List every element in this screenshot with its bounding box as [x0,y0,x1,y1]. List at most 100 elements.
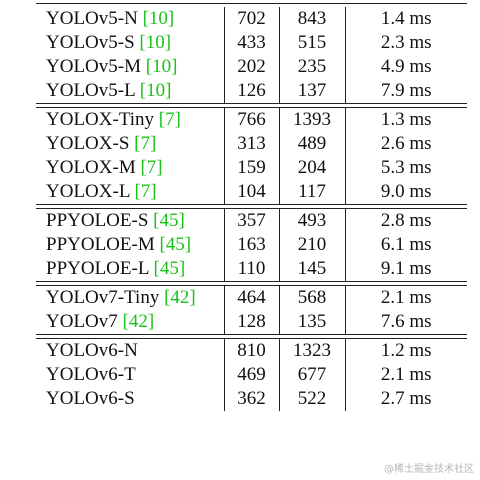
separator-cell [279,103,345,108]
model-cell: YOLOv7-Tiny [42] [36,286,224,311]
model-name: YOLOX-M [46,157,141,178]
spacer-cell [345,0,467,7]
model-cell: PPYOLOE-S [45] [36,209,224,234]
separator-cell [279,334,345,339]
citation-link[interactable]: [10] [139,32,172,53]
separator-cell [345,281,467,286]
model-name: YOLOv6-S [46,388,135,409]
value-cell-1: 766 [223,107,279,132]
model-cell: YOLOv6-N [36,339,224,364]
value-cell-1: 362 [223,387,279,411]
model-cell: PPYOLOE-M [45] [36,233,224,257]
separator-cell [224,281,279,286]
value-cell-2: 1393 [278,107,345,132]
model-name: YOLOv5-L [46,80,140,101]
citation-link[interactable]: [7] [140,157,163,178]
separator-cell [279,281,345,286]
table-row: YOLOv5-N [10] 702 843 1.4 ms [36,7,467,31]
citation-link[interactable]: [45] [153,258,186,279]
table-row: PPYOLOE-S [45] 357 493 2.8 ms [36,208,467,234]
table-row: YOLOv5-S [10] 433 515 2.3 ms [36,31,467,55]
table-row: YOLOv5-L [10] 126 137 7.9 ms [36,79,467,104]
model-cell: YOLOv5-S [10] [36,31,224,55]
latency-cell: 7.6 ms [344,310,467,335]
value-cell-1: 110 [223,257,279,282]
model-name: YOLOv6-N [46,340,138,361]
value-cell-1: 313 [223,132,279,156]
latency-cell: 2.8 ms [344,208,467,233]
citation-link[interactable]: [7] [158,109,181,130]
latency-cell: 6.1 ms [344,233,467,257]
latency-cell: 2.1 ms [344,285,467,310]
value-cell-1: 433 [223,31,279,55]
citation-link[interactable]: [7] [134,181,157,202]
citation-link[interactable]: [45] [159,234,192,255]
citation-link[interactable]: [7] [134,133,157,154]
value-cell-1: 702 [223,7,279,31]
value-cell-2: 515 [278,31,345,55]
value-cell-2: 135 [278,310,345,335]
model-cell: YOLOv7 [42] [36,310,224,335]
citation-link[interactable]: [45] [153,210,185,231]
table-row: YOLOv5-M [10] 202 235 4.9 ms [36,55,467,79]
watermark-text: @稀土掘金技术社区 [384,464,474,475]
table-row: YOLOX-L [7] 104 117 9.0 ms [36,180,467,205]
value-cell-2: 489 [278,132,345,156]
separator-cell [224,334,279,339]
citation-link[interactable]: [42] [164,287,196,308]
value-cell-2: 568 [278,285,345,310]
model-cell: YOLOX-L [7] [36,180,224,205]
value-cell-1: 126 [223,79,279,104]
latency-cell: 1.4 ms [344,7,467,31]
citation-link[interactable]: [10] [139,80,172,101]
latency-cell: 1.2 ms [344,338,467,363]
value-cell-2: 204 [278,156,345,180]
model-name: YOLOv5-N [46,8,143,29]
separator-cell [345,204,467,209]
value-cell-1: 159 [223,156,279,180]
citation-link[interactable]: [10] [145,56,178,77]
latency-cell: 9.0 ms [344,180,467,205]
model-cell: YOLOX-Tiny [7] [36,108,224,133]
separator-cell [345,103,467,108]
value-cell-2: 677 [278,363,345,387]
table-row: YOLOv6-N 810 1323 1.2 ms [36,338,467,364]
model-name: YOLOv7 [46,311,123,332]
latency-cell: 9.1 ms [344,257,467,282]
value-cell-2: 137 [278,79,345,104]
model-cell: YOLOX-S [7] [36,132,224,156]
separator-cell [224,103,279,108]
table-top-rule [36,3,467,4]
latency-cell: 2.1 ms [344,363,467,387]
value-cell-2: 1323 [278,338,345,363]
separator-cell [279,204,345,209]
model-name: YOLOv5-M [46,56,146,77]
model-name: PPYOLOE-L [46,258,154,279]
benchmark-table: YOLOv5-N [10] 702 843 1.4 ms YOLOv5-S [10] 43… [36,0,467,411]
value-cell-2: 117 [278,180,345,205]
spacer-cell [224,0,279,7]
model-name: YOLOv7-Tiny [46,287,165,308]
table-row: YOLOv7 [42] 128 135 7.6 ms [36,310,467,335]
separator-cell [224,204,279,209]
benchmark-table-container: YOLOv5-N [10] 702 843 1.4 ms YOLOv5-S [10] 43… [36,0,480,411]
model-name: YOLOX-Tiny [46,109,159,130]
separator-cell [36,204,224,209]
model-cell: YOLOX-M [7] [36,156,224,180]
value-cell-2: 843 [278,7,345,31]
value-cell-1: 469 [223,363,279,387]
spacer-cell [36,0,224,7]
value-cell-2: 493 [278,208,345,233]
value-cell-1: 357 [223,208,279,233]
value-cell-2: 522 [278,387,345,411]
spacer-row [36,0,467,7]
benchmark-table-body: YOLOv5-N [10] 702 843 1.4 ms YOLOv5-S [10] 43… [36,0,467,411]
citation-link[interactable]: [42] [122,311,155,332]
value-cell-1: 128 [223,310,279,335]
latency-cell: 5.3 ms [344,156,467,180]
table-row: YOLOX-M [7] 159 204 5.3 ms [36,156,467,180]
table-row: YOLOv6-T 469 677 2.1 ms [36,363,467,387]
latency-cell: 7.9 ms [344,79,467,104]
model-name: PPYOLOE-M [46,234,160,255]
citation-link[interactable]: [10] [142,8,175,29]
